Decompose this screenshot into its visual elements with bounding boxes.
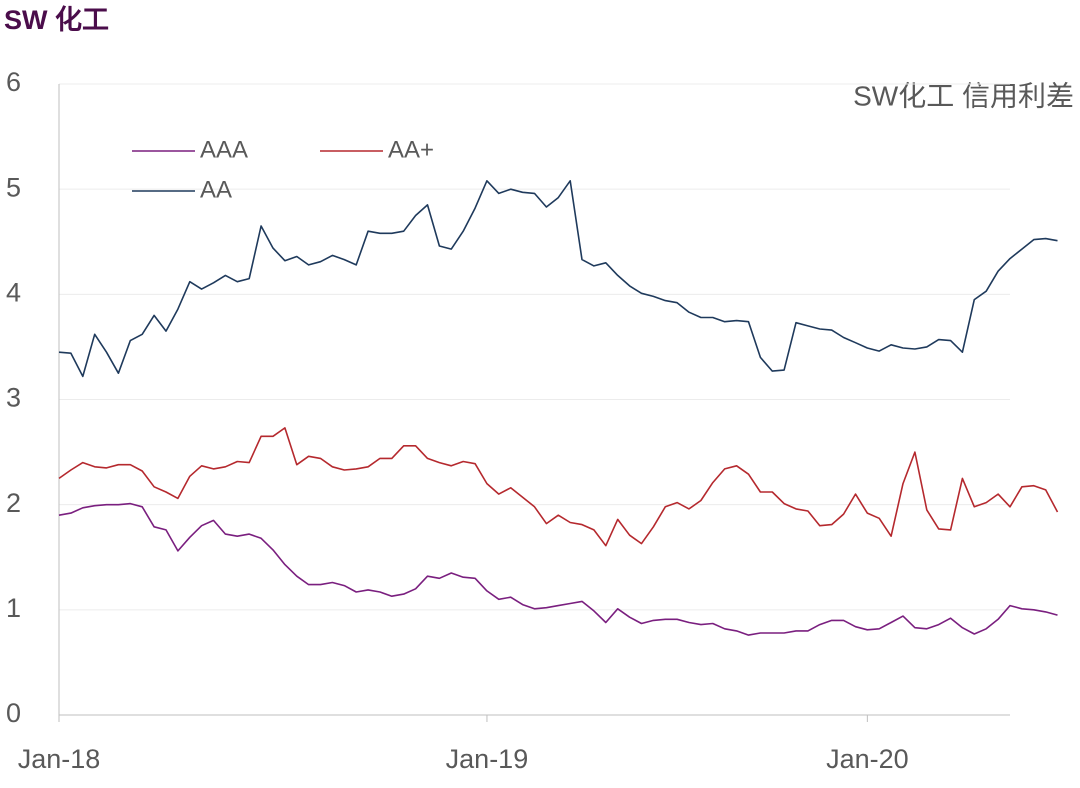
annotation: SW化工 信用利差 [853,80,1074,111]
y-tick-label: 3 [6,383,21,413]
y-tick-label: 5 [6,172,21,202]
x-tick-label: Jan-20 [826,744,909,774]
y-tick-label: 6 [6,67,21,97]
y-tick-label: 1 [6,593,21,623]
series-line [58,427,1059,547]
legend-label: AA [200,176,232,203]
series-line [58,502,1058,636]
legend-label: AA+ [388,136,434,163]
y-tick-label: 2 [6,488,21,518]
chart-title: SW 化工 [4,5,109,35]
x-tick-label: Jan-18 [18,744,101,774]
legend-label: AAA [200,136,248,163]
x-tick-label: Jan-19 [446,744,529,774]
y-tick-label: 0 [6,698,21,728]
y-tick-label: 4 [6,277,21,307]
series-line [58,180,1058,378]
